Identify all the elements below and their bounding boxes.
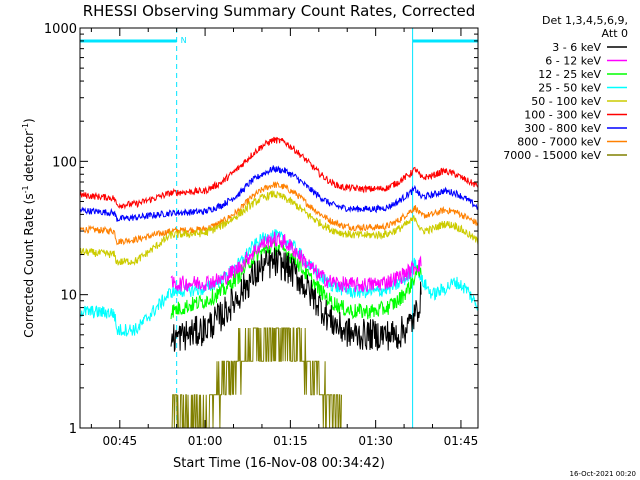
axes: 00:45 01:00 01:15 01:30 01:45 1 10 100 1000 [44, 22, 479, 448]
x-tick-label: 00:45 [103, 434, 138, 448]
legend-entry-label: 50 - 100 keV [531, 95, 601, 108]
series-line-6-12-kev [170, 231, 422, 293]
x-tick-label: 01:00 [188, 434, 223, 448]
legend-entry-label: 3 - 6 keV [552, 41, 601, 54]
legend-entry-label: 6 - 12 keV [545, 55, 601, 68]
x-tick-label: 01:30 [358, 434, 393, 448]
legend-header-line-1: Det 1,3,4,5,6,9, [542, 14, 628, 27]
legend-entry-label: 100 - 300 keV [524, 109, 601, 122]
x-tick-label: 01:15 [273, 434, 308, 448]
legend-entry-label: 800 - 7000 keV [517, 136, 601, 149]
y-tick-label: 10 [60, 289, 77, 304]
plot-frame [79, 27, 479, 429]
legend-entry-label: 300 - 800 keV [524, 122, 601, 135]
y-tick-label: 1 [69, 422, 77, 437]
plot-area: N [79, 28, 479, 429]
night-marker-label: N [181, 36, 187, 45]
footer-stamp: 16-Oct-2021 00:20 [570, 470, 636, 478]
x-tick-label: 01:45 [444, 434, 479, 448]
y-tick-label: 1000 [44, 22, 77, 37]
series-line-100-300-kev [79, 136, 479, 210]
y-tick-label: 100 [52, 155, 77, 170]
series-line-50-100-kev [79, 190, 479, 266]
x-axis-label: Start Time (16-Nov-08 00:34:42) [173, 456, 385, 471]
legend-entry-label: 7000 - 15000 keV [503, 149, 601, 162]
legend-entry-label: 25 - 50 keV [538, 82, 601, 95]
chart-title: RHESSI Observing Summary Count Rates, Co… [83, 2, 476, 20]
legend-header-line-2: Att 0 [602, 27, 628, 40]
series-line-25-50-kev [79, 229, 479, 337]
series-line-300-800-kev [80, 165, 479, 222]
legend-entry-label: 12 - 25 keV [538, 68, 601, 81]
series-line-7000-15000-kev [171, 327, 342, 429]
y-axis-label: Corrected Count Rate (s-1 detector-1) [21, 118, 36, 337]
series-line-3-6-kev [170, 247, 422, 352]
series-line-800-7000-kev [79, 181, 479, 246]
